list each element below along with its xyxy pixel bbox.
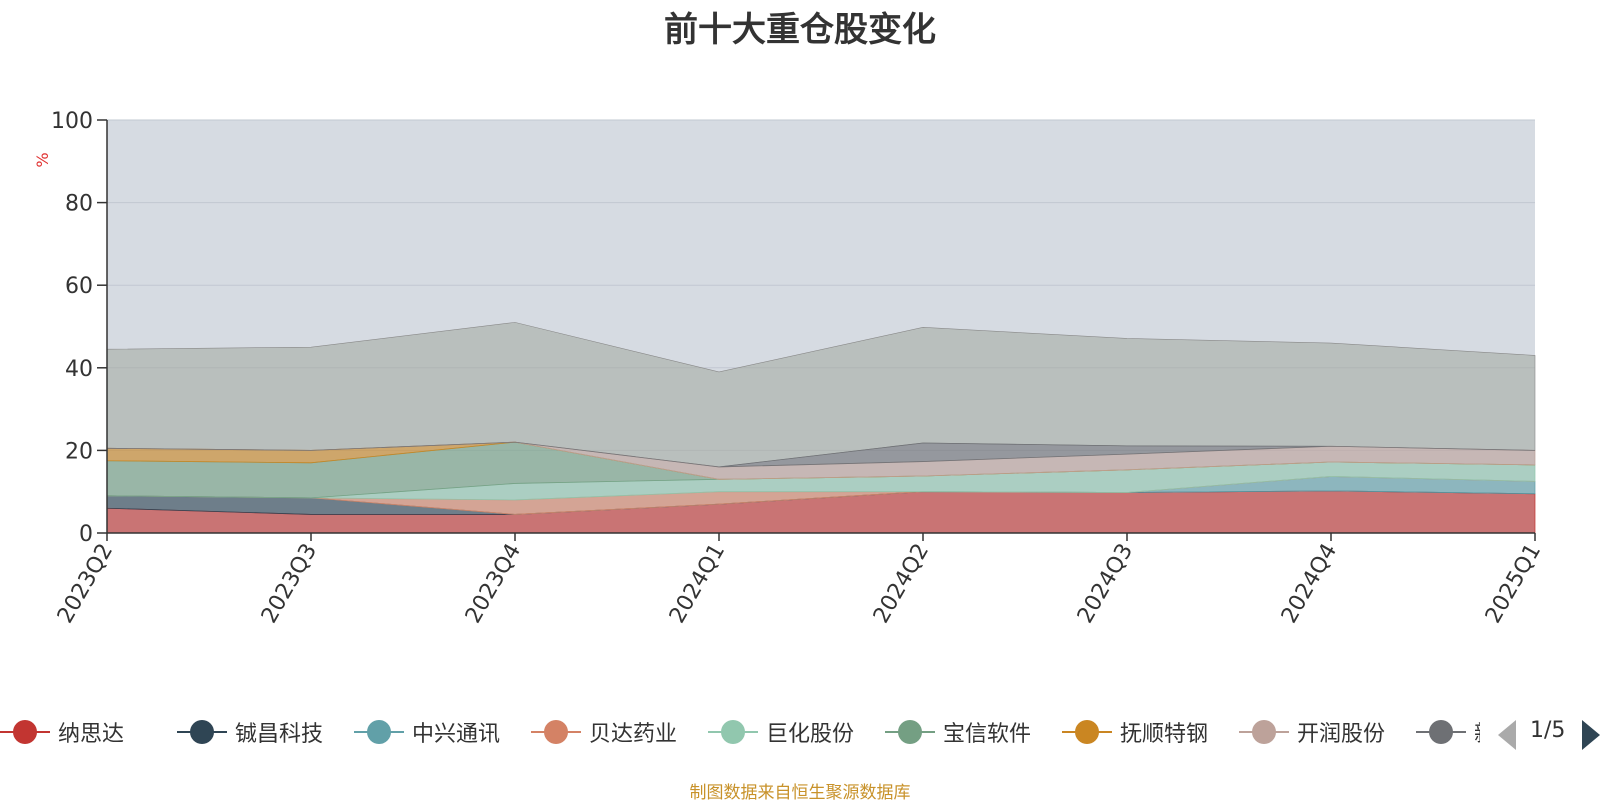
legend-item-0[interactable]: 纳思达 — [0, 712, 124, 752]
x-tick-label: 2023Q3 — [257, 540, 322, 628]
legend-marker-icon — [531, 712, 581, 752]
legend-marker-icon — [0, 712, 50, 752]
y-tick-label: 60 — [65, 274, 93, 299]
legend-next-page-button[interactable] — [1582, 720, 1600, 750]
legend-label: 中兴通讯 — [412, 722, 501, 747]
x-tick-label: 2025Q1 — [1481, 540, 1546, 628]
y-tick-label: 100 — [51, 109, 93, 134]
legend-item-4[interactable]: 巨化股份 — [708, 712, 854, 752]
y-tick-label: 20 — [65, 439, 93, 464]
legend-marker-icon — [1062, 712, 1112, 752]
legend-marker-icon — [885, 712, 935, 752]
y-tick-label: 80 — [65, 192, 93, 217]
legend-item-8[interactable]: 新 — [1416, 712, 1480, 752]
legend-label: 宝信软件 — [943, 722, 1032, 747]
y-tick-label: 0 — [79, 522, 93, 547]
x-tick-label: 2024Q3 — [1073, 540, 1138, 628]
legend-prev-page-button[interactable] — [1498, 720, 1516, 750]
x-tick-label: 2024Q1 — [665, 540, 730, 628]
x-tick-label: 2024Q4 — [1277, 540, 1342, 628]
legend-item-3[interactable]: 贝达药业 — [531, 712, 677, 752]
y-tick-label: 40 — [65, 357, 93, 382]
legend-items: 纳思达 铖昌科技 中兴通讯 贝达药业 巨化股份 宝信软件 抚顺特钢 开润股份 新 — [0, 712, 1480, 752]
area-chart: 0 20 40 60 80 100% 2023Q2 2023Q3 2023Q4 2024Q1 202… — [33, 109, 1546, 628]
legend-label: 巨化股份 — [766, 722, 855, 747]
x-tick-label: 2024Q2 — [869, 540, 934, 628]
chart-title: 前十大重仓股变化 — [664, 10, 936, 50]
legend-marker-icon — [1416, 712, 1466, 752]
legend: 纳思达 铖昌科技 中兴通讯 贝达药业 巨化股份 宝信软件 抚顺特钢 开润股份 新 1/5 — [0, 712, 1600, 752]
legend-label: 纳思达 — [58, 722, 125, 747]
legend-label: 新 — [1466, 716, 1480, 748]
x-tick-label: 2023Q2 — [53, 540, 118, 628]
legend-item-2[interactable]: 中兴通讯 — [354, 712, 500, 752]
legend-page-indicator: 1/5 — [1530, 718, 1566, 743]
legend-marker-icon — [354, 712, 404, 752]
legend-label: 抚顺特钢 — [1120, 722, 1209, 747]
y-axis-label: % — [33, 152, 52, 167]
source-note: 制图数据来自恒生聚源数据库 — [689, 783, 911, 803]
legend-item-6[interactable]: 抚顺特钢 — [1062, 712, 1208, 752]
legend-marker-icon — [1239, 712, 1289, 752]
legend-label: 铖昌科技 — [235, 722, 324, 747]
legend-item-1[interactable]: 铖昌科技 — [177, 712, 323, 752]
x-tick-label: 2023Q4 — [461, 540, 526, 628]
legend-item-7[interactable]: 开润股份 — [1239, 712, 1385, 752]
legend-marker-icon — [708, 712, 758, 752]
legend-label: 贝达药业 — [589, 722, 678, 747]
legend-marker-icon — [177, 712, 227, 752]
area-series-8 — [106, 441, 1536, 468]
legend-label: 开润股份 — [1297, 722, 1386, 747]
legend-item-5[interactable]: 宝信软件 — [885, 712, 1031, 752]
